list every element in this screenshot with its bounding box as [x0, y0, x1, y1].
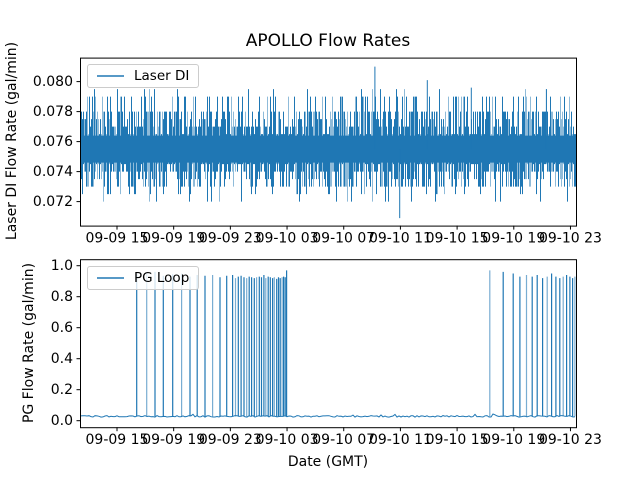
x-tick-label: 09-10 07	[312, 231, 375, 247]
x-tick-label: 09-10 19	[482, 432, 545, 448]
y-tick-label: 0.6	[51, 320, 73, 336]
laser-di-line-sample-icon	[97, 75, 124, 77]
x-axis-label: Date (GMT)	[287, 454, 369, 470]
bottom-legend: PG Loop	[87, 266, 200, 290]
y-tick-label: 0.0	[51, 413, 73, 429]
y-tick-label: 1.0	[51, 258, 73, 274]
x-tick-label: 09-10 03	[256, 231, 319, 247]
x-tick-label: 09-09 23	[199, 231, 262, 247]
y-tick-label: 0.2	[51, 382, 73, 398]
bottom-y-axis-label: PG Flow Rate (gal/min)	[21, 262, 37, 424]
top-legend: Laser DI	[87, 64, 200, 88]
x-tick-label: 09-10 19	[482, 231, 545, 247]
y-tick-label: 0.074	[33, 164, 73, 180]
x-tick-label: 09-10 23	[539, 432, 602, 448]
pg-loop-baseline	[80, 413, 576, 418]
pg-loop-spikes	[136, 270, 574, 417]
pg-loop-line-sample-icon	[97, 277, 124, 279]
x-tick-label: 09-09 23	[199, 432, 262, 448]
x-tick-label: 09-10 15	[426, 432, 489, 448]
y-tick-label: 0.078	[33, 104, 73, 120]
plot-border	[80, 259, 577, 429]
laser-di-series	[81, 89, 576, 202]
x-tick-label: 09-09 19	[142, 231, 205, 247]
x-tick-label: 09-09 15	[86, 432, 149, 448]
laser-di-extremes	[374, 66, 547, 219]
top-legend-label: Laser DI	[134, 68, 190, 84]
x-tick-label: 09-10 11	[369, 231, 432, 247]
y-tick-label: 0.072	[33, 194, 73, 210]
x-tick-label: 09-10 03	[256, 432, 319, 448]
x-tick-label: 09-10 23	[539, 231, 602, 247]
x-tick-label: 09-09 15	[86, 231, 149, 247]
y-tick-label: 0.080	[33, 74, 73, 90]
y-tick-label: 0.4	[51, 351, 73, 367]
chart-title: APOLLO Flow Rates	[245, 31, 411, 51]
top-y-axis-label: Laser DI Flow Rate (gal/min)	[4, 41, 20, 241]
y-tick-label: 0.8	[51, 289, 73, 305]
x-tick-label: 09-10 15	[426, 231, 489, 247]
x-tick-label: 09-09 19	[142, 432, 205, 448]
y-tick-label: 0.076	[33, 134, 73, 150]
x-tick-label: 09-10 11	[369, 432, 432, 448]
pg-loop-spikes-light	[146, 270, 576, 417]
x-tick-label: 09-10 07	[312, 432, 375, 448]
bottom-legend-label: PG Loop	[134, 270, 190, 286]
